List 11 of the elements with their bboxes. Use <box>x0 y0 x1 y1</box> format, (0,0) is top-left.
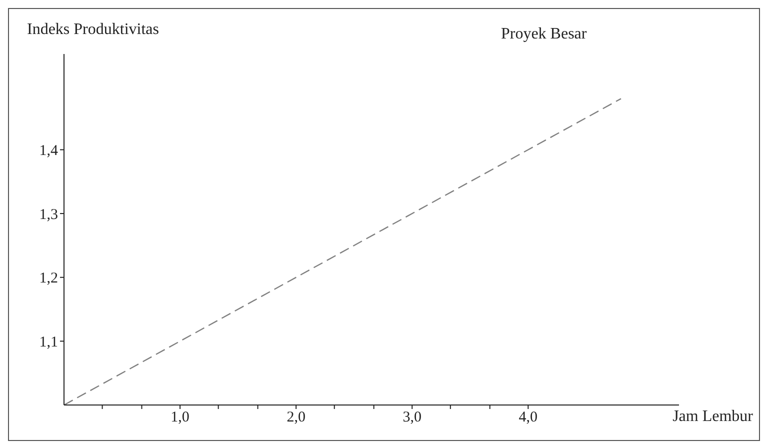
x-tick-label: 2,0 <box>286 410 306 426</box>
y-axis-title: Indeks Produktivitas <box>27 21 159 39</box>
y-tick-label: 1,1 <box>39 334 58 351</box>
y-tick-label: 1,2 <box>39 270 58 287</box>
x-tick-label: 3,0 <box>402 410 422 426</box>
y-tick-label: 1,3 <box>39 206 58 223</box>
x-axis-title: Jam Lembur <box>672 408 753 426</box>
text: Proyek Besar <box>500 26 588 43</box>
x-tick-label: 1,0 <box>170 410 190 426</box>
y-tick-label: 1,4 <box>39 143 58 160</box>
x-tick-label: 4,0 <box>518 410 538 426</box>
